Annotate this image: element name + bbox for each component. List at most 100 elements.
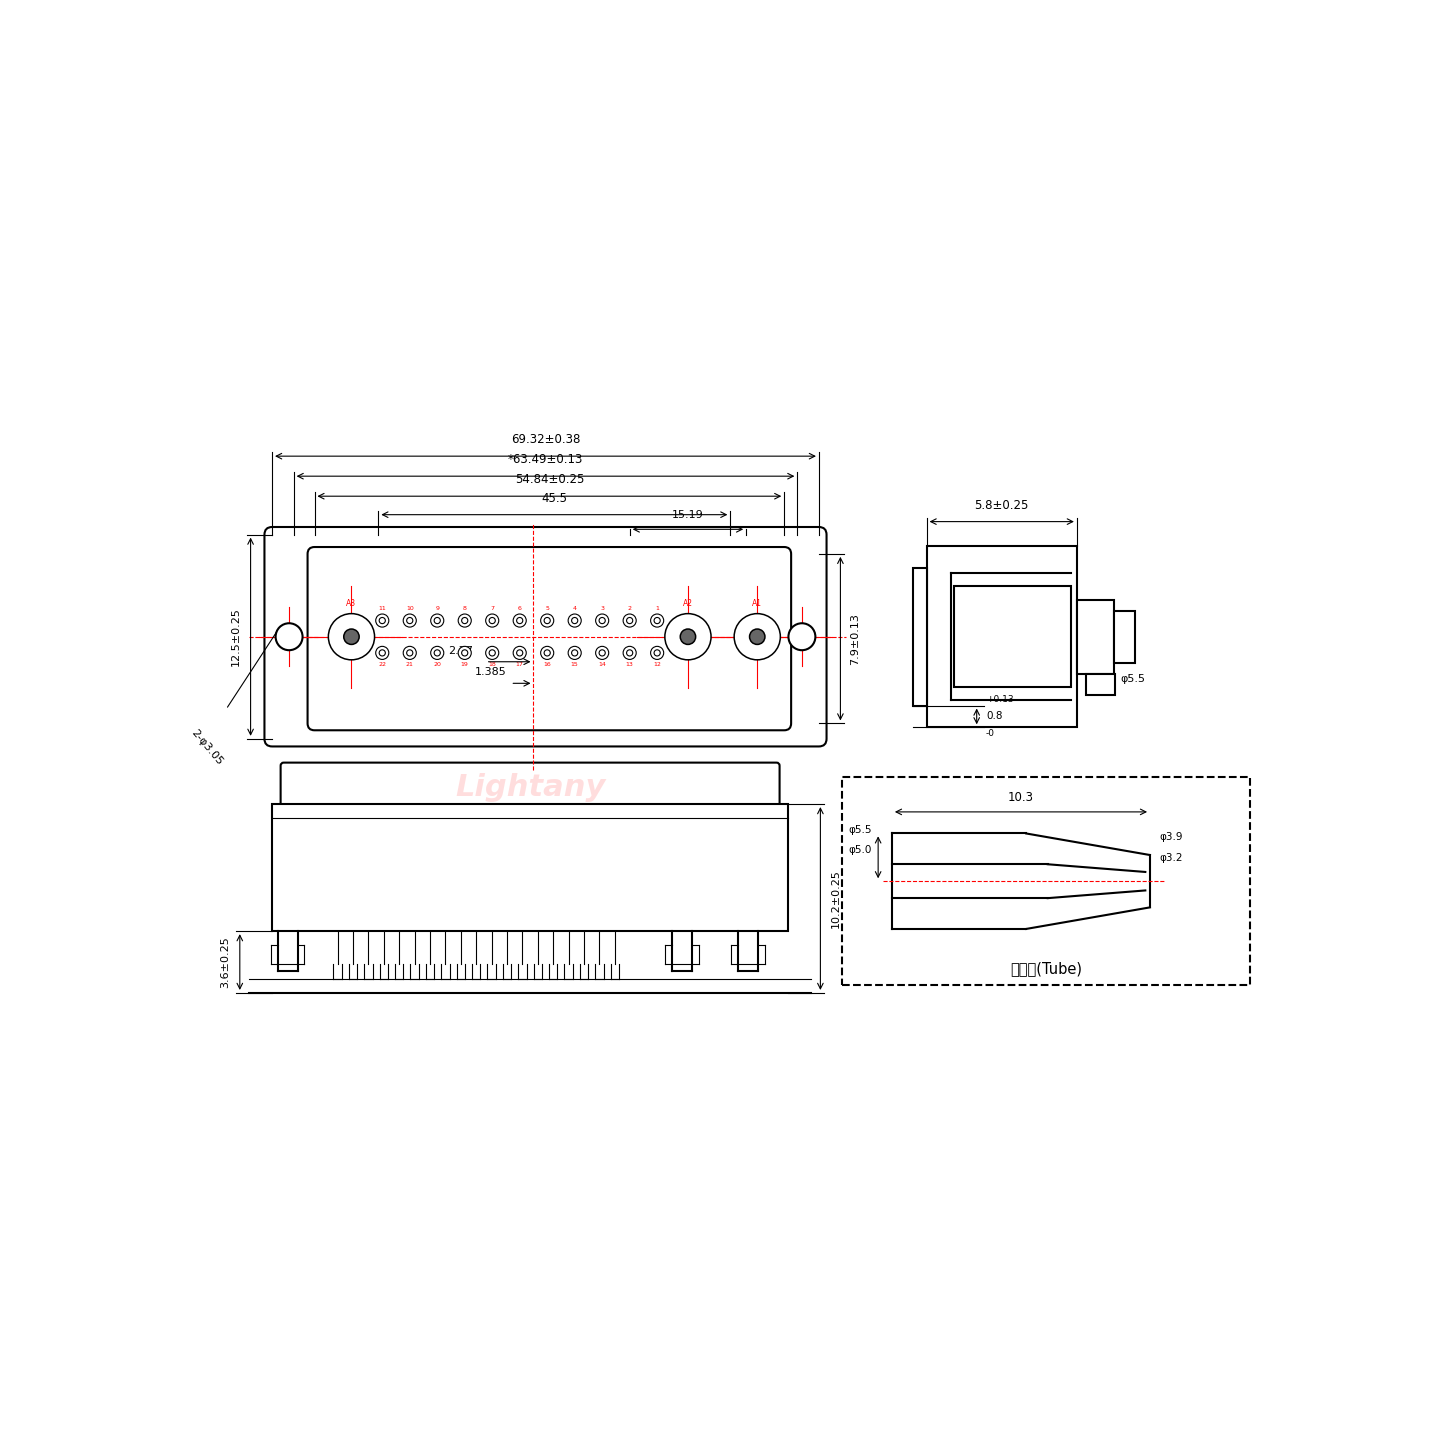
Text: 7.9±0.13: 7.9±0.13 xyxy=(851,612,861,665)
Circle shape xyxy=(490,618,495,624)
Text: 9: 9 xyxy=(435,606,439,611)
Circle shape xyxy=(596,613,609,626)
Text: 3.6±0.25: 3.6±0.25 xyxy=(220,936,230,988)
Circle shape xyxy=(462,618,468,624)
Circle shape xyxy=(513,647,526,660)
Circle shape xyxy=(572,649,577,657)
Circle shape xyxy=(379,649,386,657)
Text: 11: 11 xyxy=(379,606,386,611)
Text: 12.5±0.25: 12.5±0.25 xyxy=(230,608,240,667)
Text: 13: 13 xyxy=(626,662,634,667)
Circle shape xyxy=(406,649,413,657)
Circle shape xyxy=(406,618,413,624)
Circle shape xyxy=(569,613,582,626)
Text: 7: 7 xyxy=(490,606,494,611)
Bar xyxy=(955,586,1070,687)
Bar xyxy=(1113,611,1135,662)
Circle shape xyxy=(544,618,550,624)
Circle shape xyxy=(624,647,636,660)
Text: 2-φ3.05: 2-φ3.05 xyxy=(189,727,225,766)
Text: A1: A1 xyxy=(752,599,762,608)
Text: 0.8: 0.8 xyxy=(986,711,1002,721)
Bar xyxy=(913,567,927,706)
Circle shape xyxy=(734,613,780,660)
Text: 4: 4 xyxy=(573,606,576,611)
Bar xyxy=(927,546,1077,727)
Text: Lightany: Lightany xyxy=(455,773,605,802)
Text: A2: A2 xyxy=(683,599,693,608)
Circle shape xyxy=(624,613,636,626)
Circle shape xyxy=(485,613,498,626)
Circle shape xyxy=(517,618,523,624)
Circle shape xyxy=(665,613,711,660)
Text: 2: 2 xyxy=(628,606,632,611)
Text: 15: 15 xyxy=(570,662,579,667)
Text: φ3.9: φ3.9 xyxy=(1159,832,1182,842)
Circle shape xyxy=(569,647,582,660)
Circle shape xyxy=(462,649,468,657)
Text: 14: 14 xyxy=(598,662,606,667)
Text: 1: 1 xyxy=(655,606,660,611)
Circle shape xyxy=(626,618,632,624)
Circle shape xyxy=(433,649,441,657)
Circle shape xyxy=(431,647,444,660)
Circle shape xyxy=(599,649,605,657)
Text: φ5.0: φ5.0 xyxy=(848,845,873,855)
Text: 19: 19 xyxy=(461,662,468,667)
Text: A3: A3 xyxy=(347,599,357,608)
Text: φ3.2: φ3.2 xyxy=(1159,852,1182,863)
Circle shape xyxy=(513,613,526,626)
Circle shape xyxy=(485,647,498,660)
Text: 21: 21 xyxy=(406,662,413,667)
Circle shape xyxy=(403,613,416,626)
Text: φ5.5: φ5.5 xyxy=(1120,674,1145,684)
Circle shape xyxy=(275,624,302,651)
Circle shape xyxy=(750,629,765,645)
Text: 15.19: 15.19 xyxy=(672,510,704,520)
Circle shape xyxy=(376,613,389,626)
Text: 屏蔽管(Tube): 屏蔽管(Tube) xyxy=(1009,960,1081,976)
Text: +0.13: +0.13 xyxy=(986,696,1014,704)
Circle shape xyxy=(654,618,660,624)
Text: 17: 17 xyxy=(516,662,524,667)
Text: 22: 22 xyxy=(379,662,386,667)
Circle shape xyxy=(680,629,696,645)
Circle shape xyxy=(403,647,416,660)
Text: 5: 5 xyxy=(546,606,549,611)
Circle shape xyxy=(344,629,359,645)
Bar xyxy=(272,804,788,932)
Circle shape xyxy=(433,618,441,624)
Circle shape xyxy=(654,649,660,657)
Text: φ5.5: φ5.5 xyxy=(848,825,873,835)
Circle shape xyxy=(540,647,554,660)
Text: 2.77: 2.77 xyxy=(449,645,474,655)
Circle shape xyxy=(379,618,386,624)
Circle shape xyxy=(540,613,554,626)
Circle shape xyxy=(458,613,471,626)
Text: 54.84±0.25: 54.84±0.25 xyxy=(514,474,585,487)
FancyBboxPatch shape xyxy=(281,763,779,808)
Text: -0: -0 xyxy=(986,729,995,737)
Text: 16: 16 xyxy=(543,662,552,667)
Circle shape xyxy=(651,647,664,660)
Circle shape xyxy=(789,624,815,651)
Text: 12: 12 xyxy=(654,662,661,667)
Text: 45.5: 45.5 xyxy=(541,491,567,504)
Text: 5.8±0.25: 5.8±0.25 xyxy=(975,498,1030,511)
Circle shape xyxy=(544,649,550,657)
Text: 3: 3 xyxy=(600,606,605,611)
FancyBboxPatch shape xyxy=(308,547,791,730)
Circle shape xyxy=(376,647,389,660)
Text: *63.49±0.13: *63.49±0.13 xyxy=(508,454,583,467)
Circle shape xyxy=(599,618,605,624)
Circle shape xyxy=(431,613,444,626)
Circle shape xyxy=(596,647,609,660)
Text: 10: 10 xyxy=(406,606,413,611)
Text: 8: 8 xyxy=(462,606,467,611)
Text: 1.385: 1.385 xyxy=(475,667,507,677)
Circle shape xyxy=(651,613,664,626)
Text: 6: 6 xyxy=(518,606,521,611)
Circle shape xyxy=(572,618,577,624)
Text: 69.32±0.38: 69.32±0.38 xyxy=(511,433,580,446)
Text: 18: 18 xyxy=(488,662,497,667)
